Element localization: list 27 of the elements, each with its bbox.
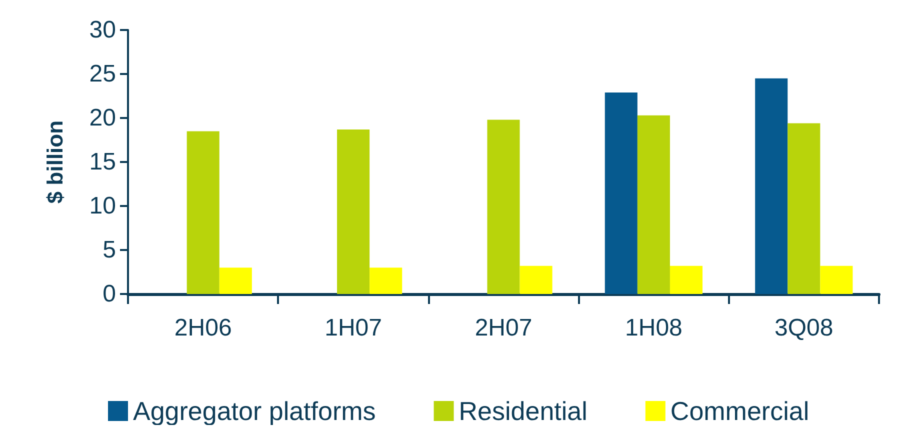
y-tick-label: 5 bbox=[102, 236, 116, 264]
legend-label: Residential bbox=[458, 396, 588, 426]
legend-label: Commercial bbox=[670, 396, 810, 426]
y-tick-label: 10 bbox=[89, 192, 116, 220]
bar bbox=[337, 129, 370, 294]
bar bbox=[219, 268, 252, 294]
bar bbox=[487, 120, 520, 294]
bar bbox=[637, 115, 670, 294]
bar bbox=[755, 78, 788, 294]
y-axis-title: $ billion bbox=[42, 120, 68, 204]
bar bbox=[186, 131, 220, 294]
x-tick-label: 3Q08 bbox=[774, 314, 834, 342]
x-tick-label: 2H07 bbox=[474, 314, 532, 342]
y-tick-label: 0 bbox=[102, 280, 116, 308]
bar bbox=[670, 266, 703, 294]
x-tick-label: 1H07 bbox=[324, 314, 382, 342]
y-tick-label: 30 bbox=[89, 16, 116, 44]
bar bbox=[820, 266, 853, 294]
y-tick-label: 20 bbox=[89, 104, 116, 132]
bar bbox=[520, 266, 552, 294]
x-tick-label: 1H08 bbox=[625, 314, 682, 342]
bar bbox=[788, 123, 820, 294]
y-tick-label: 15 bbox=[89, 148, 116, 176]
y-tick-label: 25 bbox=[89, 60, 116, 88]
bar bbox=[370, 268, 402, 294]
bar bbox=[604, 92, 638, 294]
x-tick-label: 2H06 bbox=[174, 314, 232, 342]
